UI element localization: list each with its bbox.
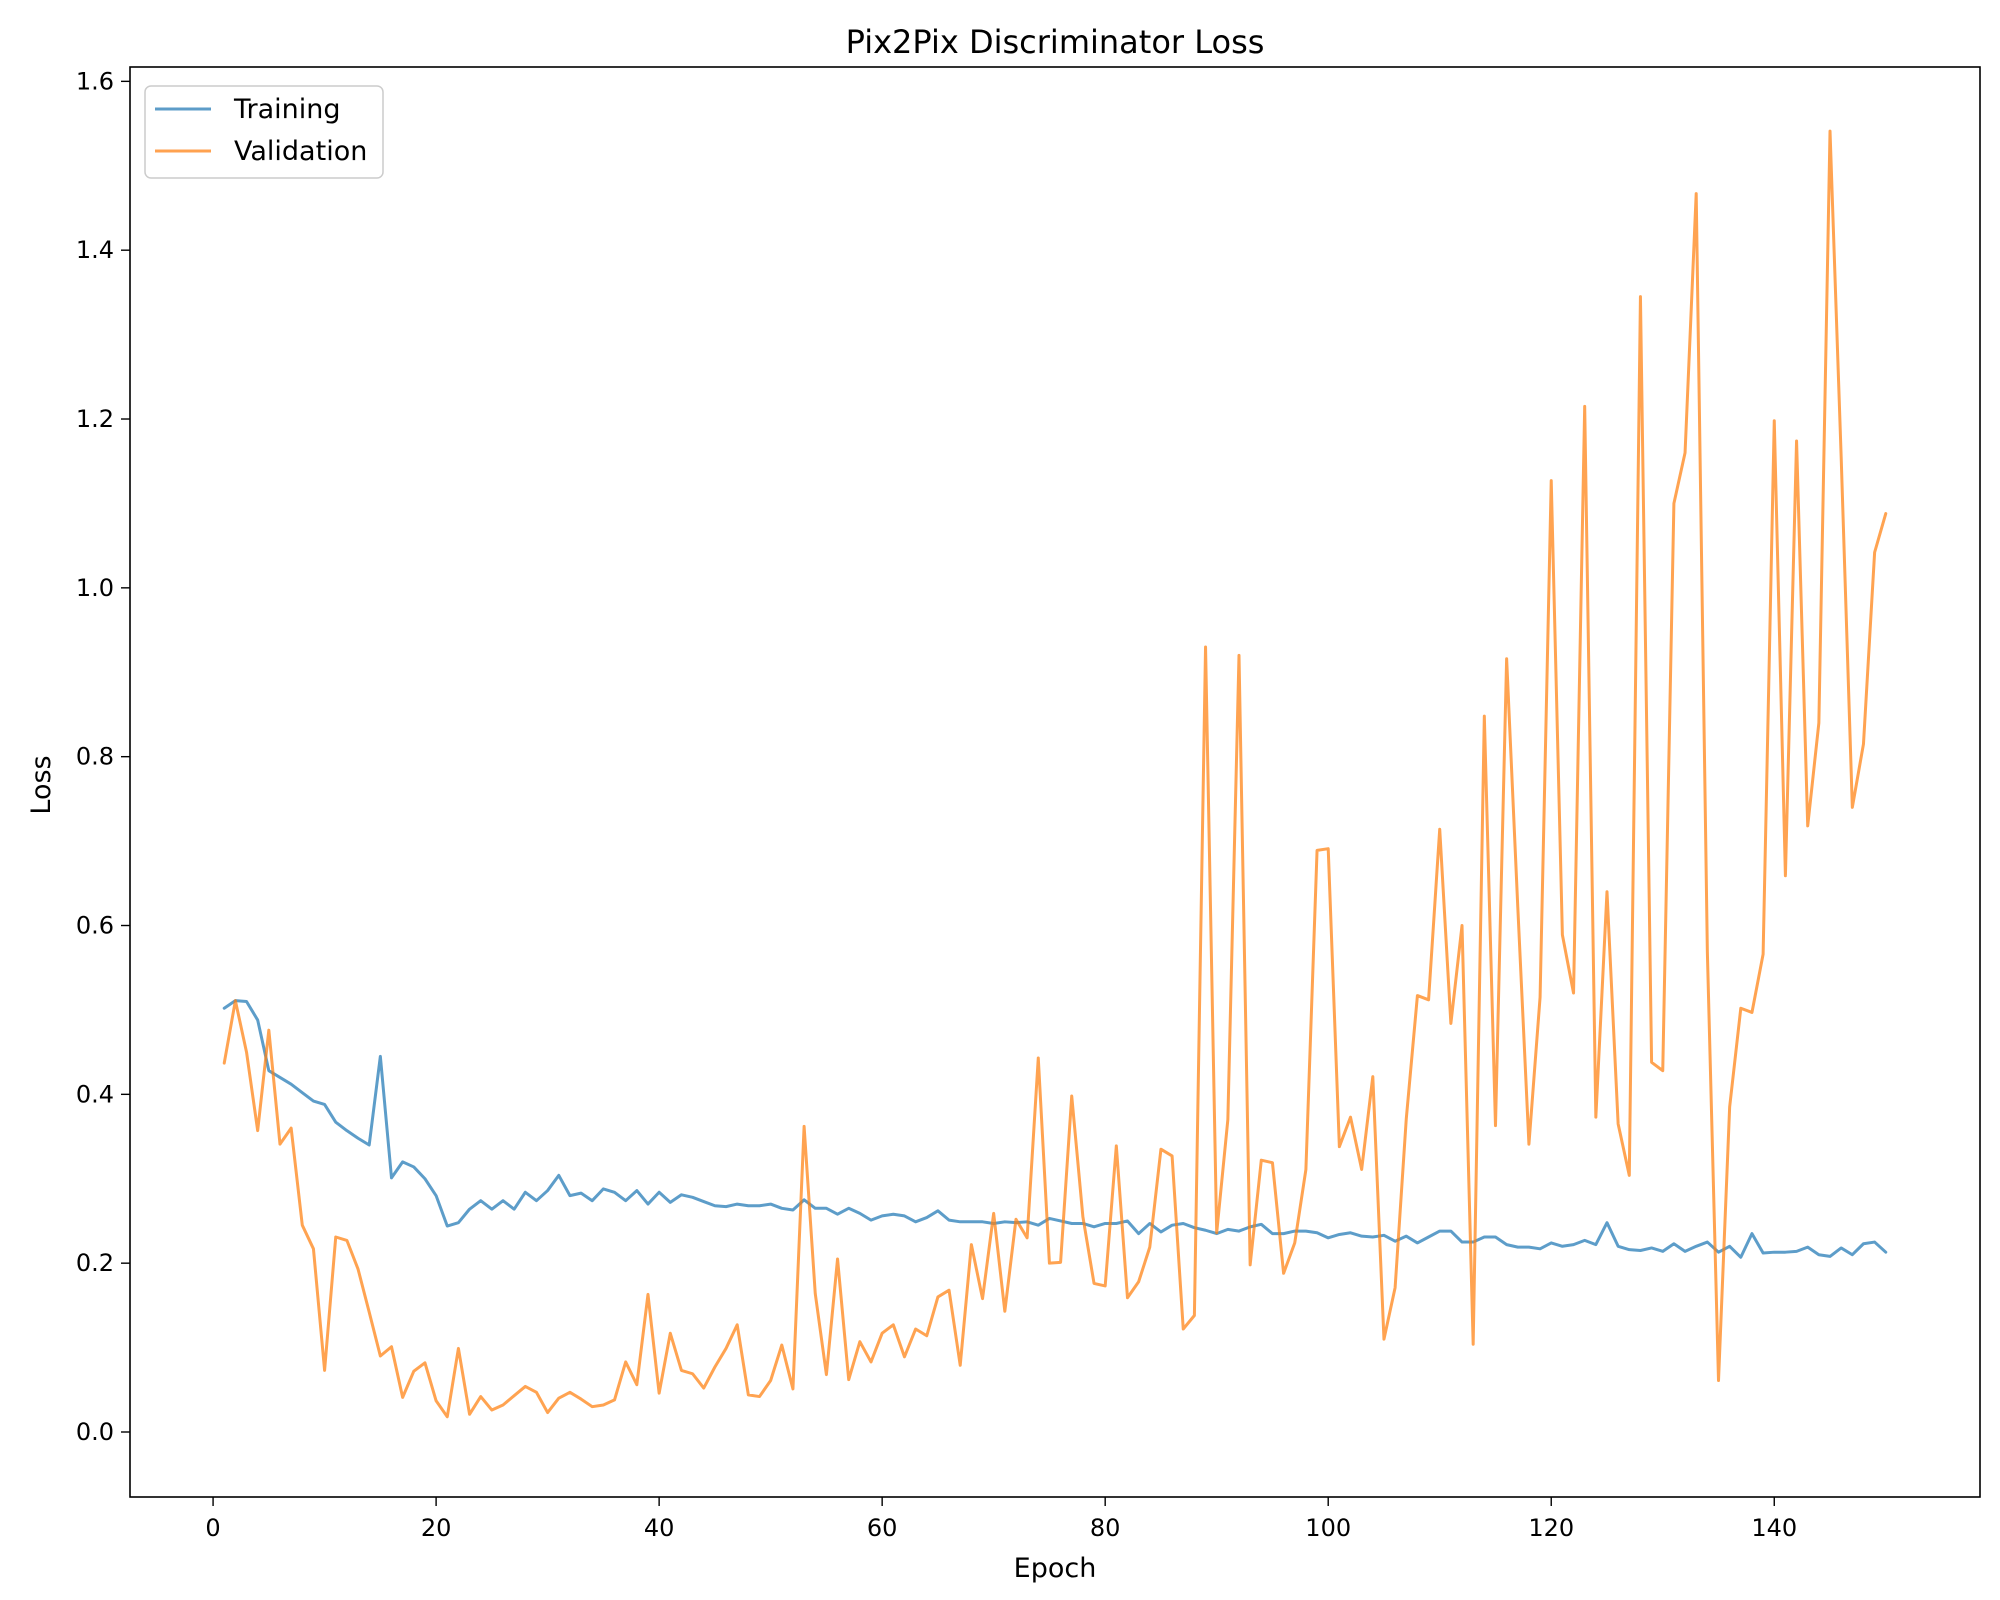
x-tick-label: 140 (1751, 1514, 1797, 1542)
y-tick-label: 0.2 (76, 1249, 114, 1277)
plot-area (129, 66, 1981, 1498)
plot-frame (129, 66, 1981, 1498)
x-axis: 0 20 40 60 80 100 120 140 (205, 1497, 1797, 1542)
y-tick-label: 1.4 (76, 236, 114, 264)
x-axis-label: Epoch (1014, 1553, 1097, 1584)
x-tick-label: 0 (205, 1514, 220, 1542)
x-tick-label: 120 (1528, 1514, 1574, 1542)
x-tick-label: 40 (644, 1514, 675, 1542)
y-axis: 0.0 0.2 0.4 0.6 0.8 1.0 1.2 1.4 1.6 (76, 67, 130, 1446)
x-tick-label: 60 (867, 1514, 898, 1542)
y-tick-label: 1.0 (76, 574, 114, 602)
x-tick-label: 20 (421, 1514, 452, 1542)
y-tick-label: 1.2 (76, 405, 114, 433)
series-line-validation (222, 129, 1888, 1419)
plot-background (130, 67, 1980, 1497)
y-axis-label: Loss (26, 755, 57, 814)
y-tick-label: 0.8 (76, 743, 114, 771)
chart-title: Pix2Pix Discriminator Loss (846, 23, 1265, 61)
y-tick-label: 0.0 (76, 1418, 114, 1446)
series-layer (222, 129, 1888, 1419)
y-tick-label: 1.6 (76, 67, 114, 95)
legend-label-validation: Validation (234, 136, 367, 167)
legend-label-training: Training (233, 94, 341, 125)
x-tick-label: 100 (1305, 1514, 1351, 1542)
legend: Training Validation (144, 85, 384, 179)
y-tick-label: 0.4 (76, 1080, 114, 1108)
y-tick-label: 0.6 (76, 912, 114, 940)
series-line-training (222, 999, 1888, 1259)
x-tick-label: 80 (1090, 1514, 1121, 1542)
